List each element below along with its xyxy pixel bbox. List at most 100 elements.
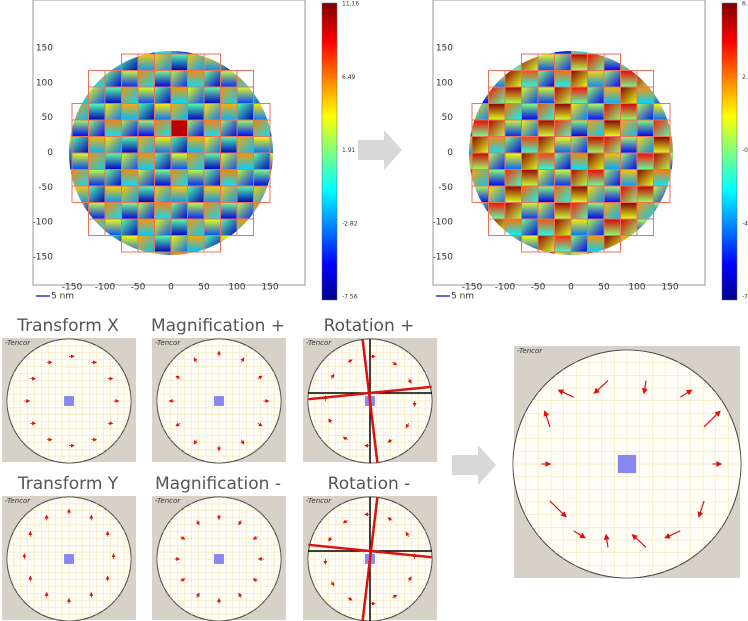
cell: [505, 103, 522, 120]
cell: [121, 54, 138, 71]
cell: [620, 235, 637, 252]
vector: [252, 535, 258, 540]
cell: [472, 54, 489, 71]
cell: [538, 202, 555, 219]
cell: [220, 202, 237, 219]
y-tick-label: -50: [38, 183, 53, 193]
cell: [554, 120, 571, 137]
colorbar-label: 6.42: [742, 1, 748, 8]
vector: [679, 389, 693, 398]
cell: [171, 202, 188, 219]
vector: [347, 359, 353, 364]
scale-label: 5 nm: [51, 292, 74, 302]
cell: [472, 252, 489, 255]
cell: [253, 51, 270, 54]
cell: [154, 169, 171, 186]
cell: [69, 136, 72, 153]
cell: [620, 186, 637, 203]
cell: [253, 186, 270, 203]
cell: [253, 103, 270, 120]
cell: [187, 70, 204, 87]
cell: [121, 87, 138, 104]
cell: [105, 136, 122, 153]
brand: -Tencor: [5, 497, 31, 505]
cell: [505, 153, 522, 170]
vector: [238, 592, 243, 598]
cell: [237, 202, 254, 219]
cell: [69, 169, 72, 186]
cell: [105, 202, 122, 219]
cell: [187, 51, 204, 54]
cell: [653, 219, 670, 236]
cell: [121, 103, 138, 120]
cell: [488, 87, 505, 104]
cell: [69, 186, 72, 203]
cell: [670, 87, 673, 104]
cell: [72, 153, 89, 170]
x-tick-label: -150: [462, 283, 483, 293]
vector: [407, 576, 412, 582]
cell: [138, 54, 155, 71]
y-tick-label: 150: [36, 44, 53, 54]
cell: [69, 153, 72, 170]
cell: [637, 87, 654, 104]
x-tick-label: -50: [131, 283, 146, 293]
cell: [138, 103, 155, 120]
cell: [554, 235, 571, 252]
cell: [604, 252, 621, 255]
cell: [237, 153, 254, 170]
cell: [521, 54, 538, 71]
cell: [587, 87, 604, 104]
cell: [171, 252, 188, 255]
cell: [171, 169, 188, 186]
center-die: [64, 554, 74, 564]
vector: [593, 380, 609, 394]
cell: [270, 153, 273, 170]
cell: [587, 252, 604, 255]
cell: [105, 120, 122, 137]
cell: [653, 136, 670, 153]
cell: [88, 186, 105, 203]
panel-label: Rotation +: [324, 316, 415, 336]
cell: [469, 186, 472, 203]
y-tick-label: -100: [433, 218, 454, 228]
cell: [620, 252, 637, 255]
cell: [538, 136, 555, 153]
cell: [505, 87, 522, 104]
cell: [220, 169, 237, 186]
cell: [604, 54, 621, 71]
cell: [554, 87, 571, 104]
cell: [72, 235, 89, 252]
cell: [187, 202, 204, 219]
cell: [204, 136, 221, 153]
panel-label: Transform Y: [17, 474, 119, 494]
cell: [154, 54, 171, 71]
cell: [505, 219, 522, 236]
cell: [220, 153, 237, 170]
vector: [407, 378, 412, 384]
cell: [138, 202, 155, 219]
y-tick-label: 0: [47, 148, 53, 158]
cell: [204, 103, 221, 120]
cell: [620, 169, 637, 186]
arrow: [452, 445, 496, 485]
cell: [237, 87, 254, 104]
cell: [670, 252, 673, 255]
cell: [587, 54, 604, 71]
cell: [469, 120, 472, 137]
cell: [670, 70, 673, 87]
cell: [505, 252, 522, 255]
cell: [69, 70, 72, 87]
cell: [472, 120, 489, 137]
cell: [253, 87, 270, 104]
cell: [69, 54, 72, 71]
vector: [387, 438, 393, 443]
vector: [257, 375, 263, 380]
cell: [72, 103, 89, 120]
cell: [604, 202, 621, 219]
cell: [521, 136, 538, 153]
x-tick-label: 0: [168, 283, 174, 293]
cell: [105, 51, 122, 54]
cell: [538, 235, 555, 252]
